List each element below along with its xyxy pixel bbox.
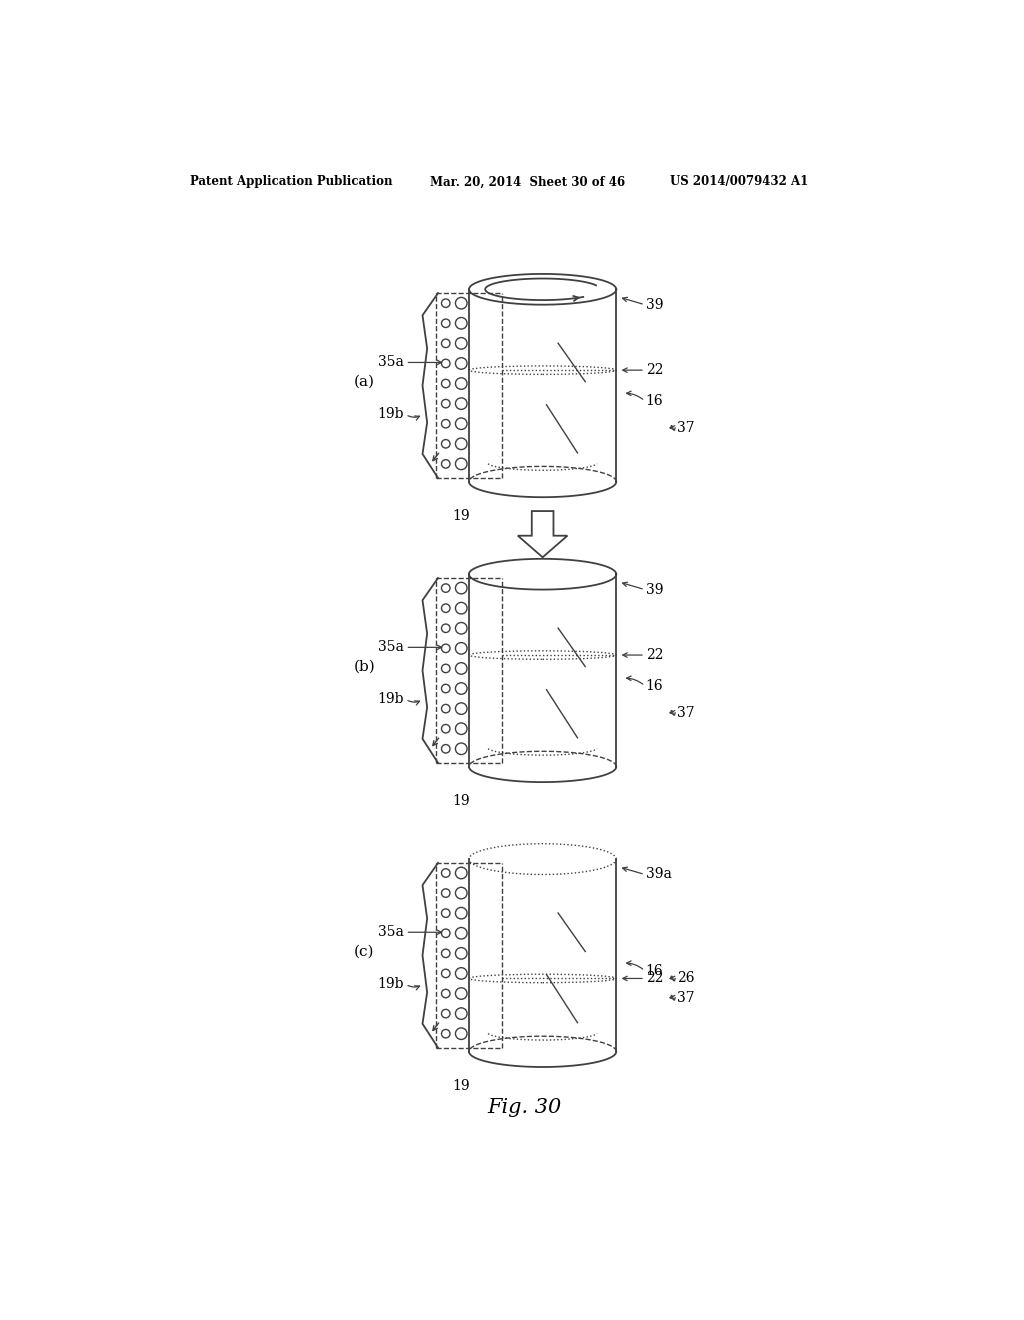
Text: (a): (a) [354, 375, 375, 388]
Text: (b): (b) [353, 660, 375, 673]
Text: 37: 37 [677, 421, 694, 434]
Text: (c): (c) [354, 945, 375, 958]
Text: 22: 22 [646, 972, 664, 986]
Text: 37: 37 [677, 991, 694, 1005]
Text: 16: 16 [646, 964, 664, 978]
Text: Mar. 20, 2014  Sheet 30 of 46: Mar. 20, 2014 Sheet 30 of 46 [430, 176, 626, 189]
Text: 22: 22 [646, 363, 664, 378]
Text: US 2014/0079432 A1: US 2014/0079432 A1 [671, 176, 809, 189]
Text: 35a: 35a [378, 640, 403, 655]
Text: 39a: 39a [646, 867, 672, 882]
Text: 19b: 19b [378, 692, 403, 706]
Text: 22: 22 [646, 648, 664, 663]
Text: 16: 16 [646, 678, 664, 693]
Text: 19: 19 [453, 508, 470, 523]
Text: 26: 26 [677, 972, 694, 986]
Text: Patent Application Publication: Patent Application Publication [190, 176, 392, 189]
Text: 37: 37 [677, 706, 694, 719]
Polygon shape [518, 511, 567, 557]
Text: 16: 16 [646, 393, 664, 408]
Text: 19b: 19b [378, 977, 403, 991]
Text: 39: 39 [646, 298, 664, 312]
Text: 35a: 35a [378, 355, 403, 370]
Text: 19: 19 [453, 793, 470, 808]
Text: 19b: 19b [378, 408, 403, 421]
Text: 39: 39 [646, 582, 664, 597]
Text: 35a: 35a [378, 925, 403, 940]
Text: 19: 19 [453, 1078, 470, 1093]
Text: Fig. 30: Fig. 30 [487, 1097, 562, 1117]
